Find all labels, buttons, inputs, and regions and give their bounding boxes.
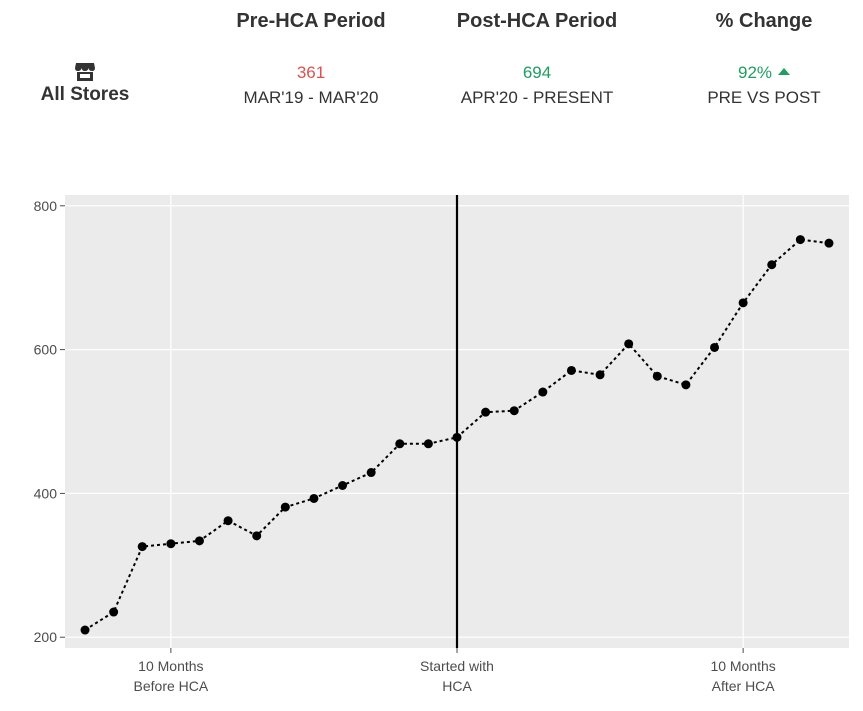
data-point <box>395 439 405 449</box>
store-label: All Stores <box>40 84 130 105</box>
x-tick-label: HCA <box>442 678 472 694</box>
data-point <box>738 298 748 308</box>
pre-value: 361 <box>296 63 326 82</box>
post-value: 694 <box>522 63 552 82</box>
x-tick-label: Started with <box>420 658 494 674</box>
data-point <box>624 339 634 349</box>
data-point <box>481 407 491 417</box>
pre-range: MAR'19 - MAR'20 <box>243 88 379 107</box>
x-tick-label: 10 Months <box>710 658 775 674</box>
data-point <box>366 468 376 478</box>
data-point <box>681 380 691 390</box>
y-tick-label: 400 <box>34 485 58 501</box>
change-metric: 92% PRE VS POST <box>664 63 863 108</box>
header-change-title: % Change <box>715 10 813 32</box>
data-point <box>795 235 805 245</box>
data-point <box>538 387 548 397</box>
post-range: APR'20 - PRESENT <box>460 88 614 107</box>
data-point <box>595 370 605 380</box>
data-point <box>166 539 176 549</box>
x-tick-label: After HCA <box>712 678 776 694</box>
data-point <box>194 536 204 546</box>
post-metric: 694 APR'20 - PRESENT <box>437 63 637 108</box>
data-point <box>252 531 262 541</box>
line-chart: 200 400 600 800 10 Months Before HCA Started w… <box>34 195 849 694</box>
change-label: PRE VS POST <box>707 88 821 107</box>
pre-metric: 361 MAR'19 - MAR'20 <box>211 63 411 108</box>
data-point <box>566 365 576 375</box>
store-icon <box>75 63 95 81</box>
change-value: 92% <box>737 63 773 82</box>
y-tick-label: 600 <box>34 342 58 358</box>
data-point <box>80 625 90 635</box>
data-point <box>710 342 720 352</box>
data-point <box>309 493 319 503</box>
data-point <box>767 260 777 270</box>
data-point <box>824 238 834 248</box>
data-point <box>338 480 348 490</box>
data-point <box>652 371 662 381</box>
data-point <box>137 542 147 552</box>
data-point <box>452 432 462 442</box>
data-point <box>223 516 233 526</box>
series-line <box>84 238 830 631</box>
y-tick-label: 800 <box>34 198 58 214</box>
y-tick-label: 200 <box>34 629 58 645</box>
triangle-up-icon <box>778 68 791 75</box>
data-point <box>423 439 433 449</box>
data-point <box>280 502 290 512</box>
x-tick-label: 10 Months <box>138 658 203 674</box>
x-tick-label: Before HCA <box>134 678 209 694</box>
data-point <box>109 607 119 617</box>
header-pre-title: Pre-HCA Period <box>236 10 386 32</box>
data-point <box>509 406 519 416</box>
store-block: All Stores <box>20 62 150 106</box>
header-post-title: Post-HCA Period <box>456 10 618 32</box>
